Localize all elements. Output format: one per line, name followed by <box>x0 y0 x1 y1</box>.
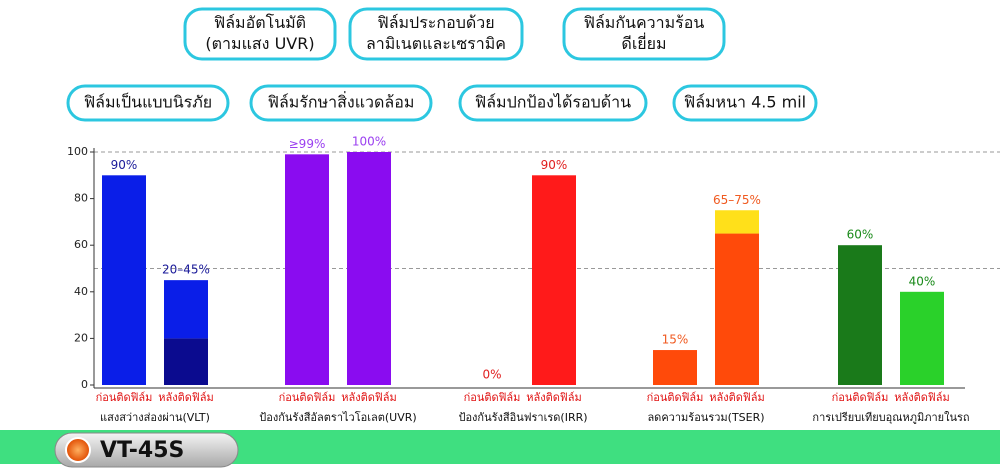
bar <box>347 152 391 385</box>
bar-label: หลังติดฟิล์ม <box>158 391 213 404</box>
group-label: ลดความร้อนรวม(TSER) <box>647 411 764 424</box>
value-label: 90% <box>111 158 138 172</box>
bar-high <box>164 280 208 339</box>
group-label: การเปรียบเทียบอุณหภูมิภายในรถ <box>812 411 969 424</box>
value-label: 100% <box>352 135 386 149</box>
value-label: 65–75% <box>713 193 761 207</box>
feature-text: ลามิเนตและเซรามิค <box>366 34 506 53</box>
y-tick-label: 20 <box>74 331 88 344</box>
model-name: VT-45S <box>100 438 184 463</box>
bar <box>653 350 697 385</box>
bar-label: ก่อนติดฟิล์ม <box>279 391 336 404</box>
feature-text: ฟิล์มปกป้องได้รอบด้าน <box>475 93 631 112</box>
feature-pill <box>66 84 230 122</box>
feature-pill <box>183 7 337 61</box>
group-label: ป้องกันรังสีอินฟราเรด(IRR) <box>458 411 587 424</box>
feature-pill <box>562 7 726 61</box>
bar <box>532 175 576 385</box>
value-label: 60% <box>847 228 874 242</box>
bar-label: หลังติดฟิล์ม <box>341 391 396 404</box>
value-label: 15% <box>662 333 689 347</box>
feature-pill <box>348 7 524 61</box>
value-label: 40% <box>909 274 936 288</box>
feature-text: ดีเยี่ยม <box>621 32 666 53</box>
bar-label: ก่อนติดฟิล์ม <box>96 391 153 404</box>
feature-pill <box>458 84 648 122</box>
feature-text: ฟิล์มอัตโนมัติ <box>214 13 306 32</box>
feature-text: ฟิล์มรักษาสิ่งแวดล้อม <box>268 91 415 112</box>
feature-text: ฟิล์มกันความร้อน <box>584 13 705 32</box>
bar-label: หลังติดฟิล์ม <box>526 391 581 404</box>
bar <box>102 175 146 385</box>
y-tick-label: 40 <box>74 285 88 298</box>
model-pill <box>54 432 239 468</box>
group-label: แสงสว่างส่องผ่าน(VLT) <box>100 411 210 424</box>
group-label: ป้องกันรังสีอัลตราไวโอเลต(UVR) <box>259 410 416 424</box>
feature-text: ฟิล์มเป็นแบบนิรภัย <box>84 92 212 112</box>
bar <box>838 245 882 385</box>
feature-text: (ตามแสง UVR) <box>205 34 314 53</box>
bar-high <box>715 210 759 234</box>
value-label: 90% <box>541 158 568 172</box>
feature-text: ฟิล์มหนา 4.5 mil <box>684 93 806 112</box>
y-tick-label: 0 <box>81 378 88 391</box>
bar-low <box>715 233 759 385</box>
value-label: 0% <box>482 368 501 382</box>
model-icon <box>65 437 91 463</box>
bar-label: หลังติดฟิล์ม <box>894 391 949 404</box>
feature-pill <box>249 84 433 122</box>
feature-pill <box>672 84 818 122</box>
bar <box>285 154 329 385</box>
y-tick-label: 100 <box>67 145 88 158</box>
bar-label: ก่อนติดฟิล์ม <box>832 391 889 404</box>
bar-low <box>164 338 208 385</box>
bar <box>900 291 944 385</box>
value-label: ≥99% <box>289 137 326 151</box>
value-label: 20–45% <box>162 263 210 277</box>
y-tick-label: 80 <box>74 192 88 205</box>
bar-label: ก่อนติดฟิล์ม <box>464 391 521 404</box>
bar-label: หลังติดฟิล์ม <box>709 391 764 404</box>
feature-text: ฟิล์มประกอบด้วย <box>377 13 494 32</box>
bar-label: ก่อนติดฟิล์ม <box>647 391 704 404</box>
y-tick-label: 60 <box>74 238 88 251</box>
